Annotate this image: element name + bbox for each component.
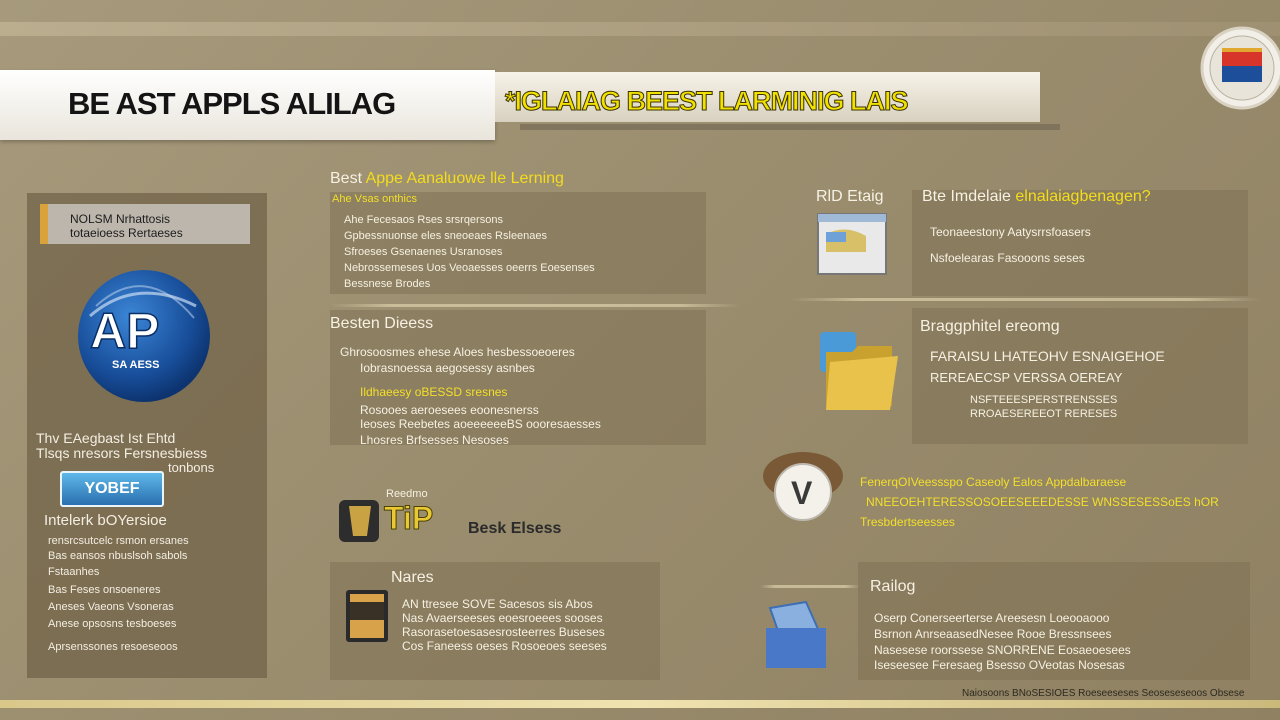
header-subtitle-bar <box>495 72 1040 122</box>
left-section-title: Intelerk bOYersioe <box>44 512 167 529</box>
card5-line-4: RROAESEREEOT RERESES <box>970 408 1118 420</box>
card4-heading-yellow: elnalaiagbenagen? <box>1015 188 1151 205</box>
card3-line-3: Rasorasetoesasesrosteerres Buseses <box>402 625 605 639</box>
seal-badge-icon <box>1200 26 1280 110</box>
tip-big-text: TiP <box>383 500 434 537</box>
card1-heading-pre: Best <box>330 170 363 187</box>
card1-heading-yellow: Appe Aanaluowe lle Lerning <box>365 170 564 187</box>
card2-line-4: Rosooes aeroesees eoonesnerss <box>360 403 539 417</box>
card6-heading: Railog <box>870 578 916 595</box>
card1-line-2: Gpbessnuonse eles sneoeaes Rsleenaes <box>344 230 548 242</box>
tip-after-text: Besk Elsess <box>468 520 562 537</box>
window-icon <box>817 213 887 275</box>
tip-clipboard-icon <box>339 500 379 542</box>
card1-sub: Ahe Vsas onthics <box>332 193 417 205</box>
folder-icon <box>820 332 898 410</box>
card3-line-2: Nas Avaerseeses eoesroeees sooses <box>402 611 603 625</box>
left-item-7: Aprsenssones resoeseoos <box>48 641 178 653</box>
card5-line-2: REREAECSP VERSSA OEREAY <box>930 370 1123 385</box>
card2-line-6: Lhosres Brfsesses Nesoses <box>360 433 509 447</box>
page-subtitle: *IGLAIAG BEEST LARMINIG LAIS <box>505 86 910 117</box>
divider <box>760 585 860 588</box>
header-underline <box>520 124 1060 130</box>
left-tag-line1: NOLSM Nrhattosis <box>70 212 171 226</box>
left-item-5: Aneses Vaeons Vsoneras <box>48 601 174 613</box>
card4-side-label: RlD Etaig <box>816 188 884 205</box>
left-item-3: Fstaanhes <box>48 566 100 578</box>
left-text-1: Thv EAegbast Ist Ehtd <box>36 430 176 446</box>
card2-line-5: Ieoses Reebetes aoeeeeeeBS oooresaesses <box>360 417 601 431</box>
card3-heading: Nares <box>391 569 434 586</box>
card-braggphitel <box>912 308 1248 444</box>
app-logo-text: AP <box>90 303 159 359</box>
notebook-icon <box>346 590 388 642</box>
left-item-6: Anese opsosns tesboeses <box>48 618 177 630</box>
card6-line-1: Oserp Conerseerterse Areesesn Loeooaooo <box>874 611 1110 625</box>
mid-right-line-3: Tresbdertseesses <box>860 515 955 529</box>
card6-line-2: Bsrnon AnrseaasedNesee Rooe Bressnsees <box>874 627 1112 641</box>
left-item-4: Bas Feses onsoeneres <box>48 584 161 596</box>
page-title: BE AST APPLS ALILAG <box>68 86 396 121</box>
divider <box>790 298 1260 301</box>
left-panel-tag-text: NOLSM Nrhattosis totaeioess Rertaeses <box>70 212 240 240</box>
card-imdelaie <box>912 190 1248 296</box>
app-logo-icon: AP SA AESS <box>78 270 210 402</box>
document-icon <box>766 600 826 668</box>
svg-text:V: V <box>791 475 813 511</box>
tip-label: Reedmo <box>386 488 428 500</box>
card6-line-3: Nasesese roorssese SNORRENE Eosaeoesees <box>874 643 1131 657</box>
mid-right-line-2: NNEEOEHTERESSOSOEESEEEDESSE WNSSESESSoES… <box>866 495 1219 509</box>
left-item-1: rensrcsutcelc rsmon ersanes <box>48 535 189 547</box>
card2-line-2: Iobrasnoessa aegosessy asnbes <box>360 361 535 375</box>
header-bar <box>0 70 495 140</box>
top-stripe <box>0 22 1280 36</box>
card5-line-3: NSFTEEESPERSTRENSSES <box>970 394 1118 406</box>
left-text-2: Tlsqs nresors Fersnesbiess <box>36 445 208 461</box>
card1-line-3: Sfroeses Gsenaenes Usranoses <box>344 246 503 258</box>
left-item-2: Bas eansos nbuslsoh sabols <box>48 550 188 562</box>
card4-line-1: Teonaeestony Aatysrrsfoasers <box>930 225 1091 239</box>
bottom-stripe <box>0 700 1280 708</box>
card4-heading: Bte Imdelaie elnalaiagbenagen? <box>922 188 1151 206</box>
card-railog <box>858 562 1250 680</box>
left-pill-tag: YOBEF <box>60 471 164 507</box>
card6-line-4: Iseseesee Feresaeg Bsesso OVeotas Nosesa… <box>874 658 1125 672</box>
card2-line-1: Ghrosoosmes ehese Aloes hesbessoeoeres <box>340 345 575 359</box>
card3-line-1: AN ttresee SOVE Sacesos sis Abos <box>402 597 593 611</box>
card3-line-4: Cos Faneess oeses Rosoeoes seeses <box>402 639 607 653</box>
card1-line-4: Nebrossemeses Uos Veoaesses oeerrs Eoese… <box>344 262 595 274</box>
footer-credit: Naiosoons BNoSESIOES Roeseeseses Seosese… <box>962 688 1245 699</box>
divider <box>330 304 740 307</box>
v-badge-icon: V <box>763 452 843 521</box>
card1-line-1: Ahe Fecesaos Rses srsrqersons <box>344 214 503 226</box>
left-text-3: tonbons <box>168 460 215 475</box>
card-best-apps <box>330 192 706 294</box>
card2-heading: Besten Dieess <box>330 315 434 332</box>
left-panel-tag <box>40 204 250 244</box>
card1-line-5: Bessnese Brodes <box>344 278 431 290</box>
card1-heading: Best Appe Aanaluowe lle Lerning <box>330 170 564 188</box>
card2-line-3: Ildhaeesy oBESSD sresnes <box>360 385 508 399</box>
card4-line-2: Nsfoelearas Fasooons seses <box>930 251 1085 265</box>
card4-heading-pre: Bte Imdelaie <box>922 188 1011 205</box>
left-tag-line2: totaeioess Rertaeses <box>70 226 183 240</box>
card5-heading: Braggphitel ereomg <box>920 318 1060 335</box>
mid-right-line-1: FenerqOIVeessspo Caseoly Ealos Appdalbar… <box>860 475 1127 489</box>
app-logo-sub: SA AESS <box>112 359 159 371</box>
card5-line-1: FARAISU LHATEOHV ESNAIGEHOE <box>930 348 1165 364</box>
card-besten-dieess <box>330 310 706 445</box>
